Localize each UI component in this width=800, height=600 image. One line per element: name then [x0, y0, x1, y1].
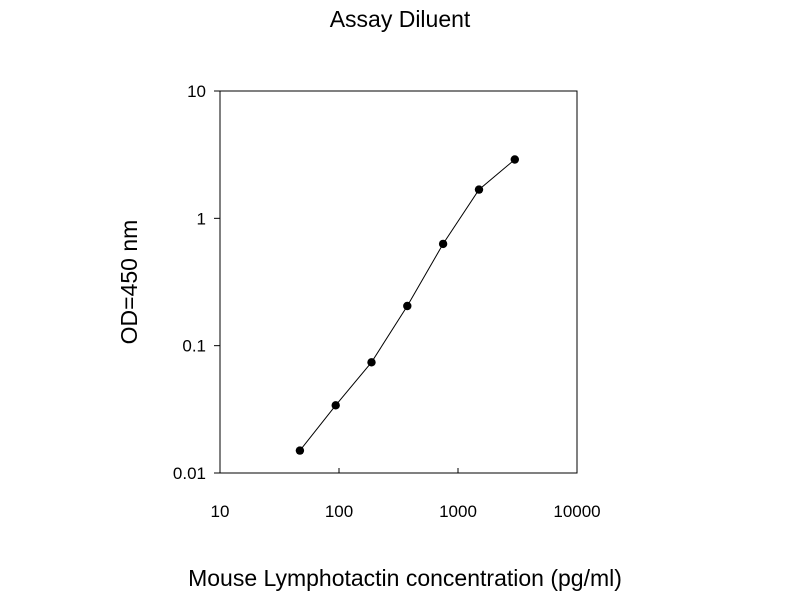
plot-area-frame: [219, 90, 578, 474]
data-point: [510, 155, 519, 164]
data-point: [438, 239, 448, 249]
x-tick-label: 10000: [553, 502, 600, 521]
x-tick-label: 10: [211, 502, 230, 521]
x-axis-title: Mouse Lymphotactin concentration (pg/ml): [188, 565, 622, 591]
series-points-group: [295, 155, 519, 455]
x-axis: 10 100 1000 10000: [211, 468, 601, 521]
data-point: [295, 446, 305, 455]
y-tick-label: 0.1: [182, 337, 206, 356]
data-point: [367, 358, 376, 367]
data-point: [403, 301, 412, 311]
x-tick-label: 1000: [439, 502, 477, 521]
y-axis: 0.01 0.1 1 10: [173, 82, 220, 483]
y-tick-label: 10: [187, 82, 206, 101]
chart-title: Assay Diluent: [330, 6, 471, 32]
y-axis-title: OD=450 nm: [116, 220, 142, 345]
y-tick-label: 0.01: [173, 464, 206, 483]
data-point: [474, 185, 484, 194]
x-tick-label: 100: [325, 502, 353, 521]
data-point: [331, 401, 340, 410]
y-tick-label: 1: [197, 209, 206, 228]
